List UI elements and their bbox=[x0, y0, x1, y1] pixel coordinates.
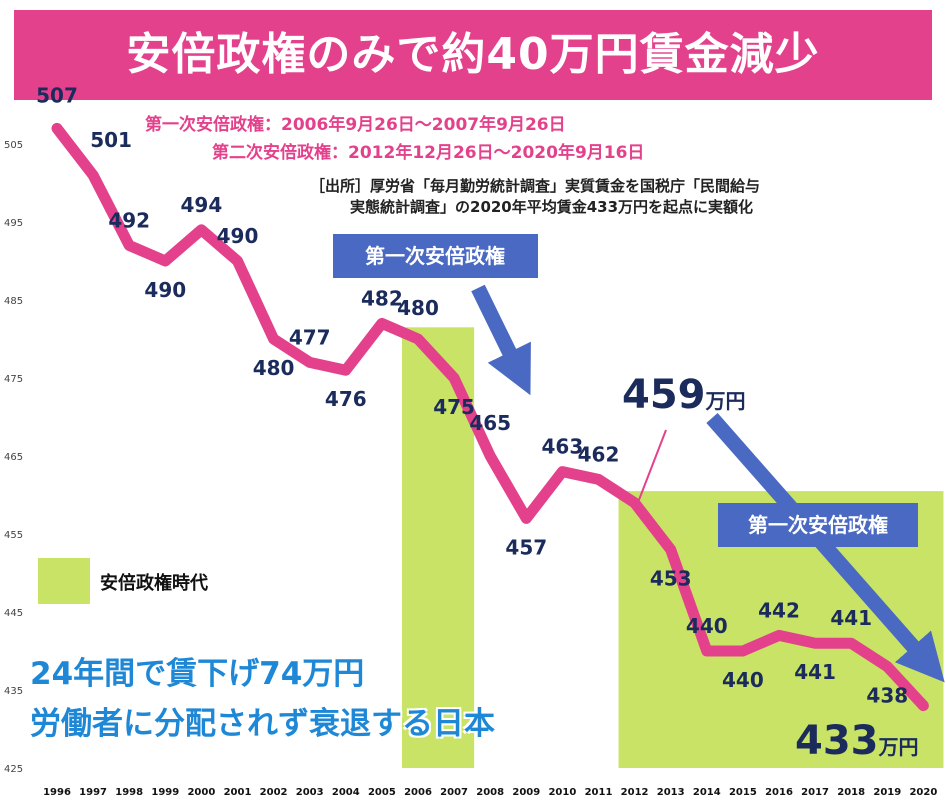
y-tick-label: 425 bbox=[4, 764, 23, 775]
arrow-label-1: 第一次安倍政権 bbox=[365, 244, 505, 268]
data-label: 465 bbox=[469, 411, 511, 435]
x-tick-label: 2008 bbox=[476, 787, 504, 798]
x-tick-label: 2017 bbox=[801, 787, 829, 798]
data-label: 492 bbox=[108, 208, 150, 232]
x-tick-label: 2010 bbox=[548, 787, 576, 798]
x-tick-label: 1998 bbox=[115, 787, 143, 798]
data-label: 442 bbox=[758, 598, 800, 622]
data-label: 480 bbox=[253, 356, 295, 380]
data-label: 457 bbox=[505, 535, 547, 559]
source-line-1: ［出所］厚労省「毎月勤労統計調査」実質賃金を国税庁「民間給与 bbox=[310, 177, 761, 195]
peak-pointer-line bbox=[636, 429, 667, 506]
data-label: 463 bbox=[542, 435, 584, 459]
data-label: 440 bbox=[722, 668, 764, 692]
page-title: 安倍政権のみで約40万円賃金減少 bbox=[126, 29, 820, 80]
peak-unit: 万円 bbox=[705, 389, 746, 413]
data-label: 482 bbox=[361, 286, 403, 310]
x-tick-label: 2013 bbox=[657, 787, 685, 798]
end-unit: 万円 bbox=[878, 735, 919, 759]
data-label: 490 bbox=[217, 224, 259, 248]
arrow-label-box-2 bbox=[718, 503, 918, 547]
x-tick-label: 2019 bbox=[873, 787, 901, 798]
arrow-label-box-1 bbox=[333, 234, 538, 278]
x-tick-label: 2004 bbox=[332, 787, 360, 798]
end-value: 433 bbox=[795, 718, 879, 764]
second-term-period: 第二次安倍政権：2012年12月26日～2020年9月16日 bbox=[212, 143, 645, 163]
x-tick-label: 1997 bbox=[79, 787, 107, 798]
y-tick-label: 445 bbox=[4, 608, 23, 619]
x-tick-label: 2009 bbox=[512, 787, 540, 798]
arrow-label-2: 第一次安倍政権 bbox=[748, 513, 888, 537]
x-tick-label: 2001 bbox=[224, 787, 252, 798]
data-label: 477 bbox=[289, 325, 331, 349]
arrow-first-term bbox=[471, 284, 531, 396]
data-label: 438 bbox=[866, 684, 908, 708]
x-tick-label: 2018 bbox=[837, 787, 865, 798]
message-line-1: 24年間で賃下げ74万円 bbox=[30, 656, 365, 692]
y-tick-label: 465 bbox=[4, 452, 23, 463]
x-tick-label: 2014 bbox=[693, 787, 721, 798]
data-label: 476 bbox=[325, 387, 367, 411]
x-tick-label: 2007 bbox=[440, 787, 468, 798]
x-tick-label: 2016 bbox=[765, 787, 793, 798]
x-tick-label: 2003 bbox=[296, 787, 324, 798]
series-line bbox=[51, 122, 929, 712]
data-label: 462 bbox=[578, 442, 620, 466]
data-label: 490 bbox=[144, 278, 186, 302]
y-tick-label: 495 bbox=[4, 218, 23, 229]
first-term-period: 第一次安倍政権：2006年9月26日～2007年9月26日 bbox=[145, 115, 566, 135]
source-line-2: 実態統計調査」の2020年平均賃金433万円を起点に実額化 bbox=[350, 198, 754, 216]
end-value-label: 433万円 bbox=[795, 718, 919, 764]
data-label: 440 bbox=[686, 614, 728, 638]
y-tick-label: 455 bbox=[4, 530, 23, 541]
data-label: 441 bbox=[794, 660, 836, 684]
y-tick-label: 485 bbox=[4, 296, 23, 307]
data-label: 507 bbox=[36, 83, 78, 107]
title-banner: 安倍政権のみで約40万円賃金減少 bbox=[14, 10, 932, 100]
data-label: 441 bbox=[830, 606, 872, 630]
y-tick-label: 505 bbox=[4, 140, 23, 151]
x-tick-label: 2006 bbox=[404, 787, 432, 798]
legend-label: 安倍政権時代 bbox=[100, 573, 208, 594]
data-label: 494 bbox=[181, 193, 223, 217]
x-tick-label: 2011 bbox=[585, 787, 613, 798]
x-tick-label: 2015 bbox=[729, 787, 757, 798]
data-label: 501 bbox=[90, 128, 132, 152]
peak-value-label: 459万円 bbox=[622, 372, 746, 418]
data-label: 453 bbox=[650, 567, 692, 591]
y-tick-label: 475 bbox=[4, 374, 23, 385]
x-tick-label: 2012 bbox=[621, 787, 649, 798]
x-tick-label: 1996 bbox=[43, 787, 71, 798]
message-line-2: 労働者に分配されず衰退する日本 bbox=[30, 706, 495, 742]
y-tick-label: 435 bbox=[4, 686, 23, 697]
x-tick-label: 2020 bbox=[909, 787, 937, 798]
x-tick-label: 1999 bbox=[151, 787, 179, 798]
peak-value: 459 bbox=[622, 372, 706, 418]
data-label: 480 bbox=[397, 296, 439, 320]
legend-swatch bbox=[38, 558, 90, 604]
data-label: 475 bbox=[433, 395, 475, 419]
x-tick-label: 2002 bbox=[260, 787, 288, 798]
x-tick-label: 2005 bbox=[368, 787, 396, 798]
x-tick-label: 2000 bbox=[187, 787, 215, 798]
